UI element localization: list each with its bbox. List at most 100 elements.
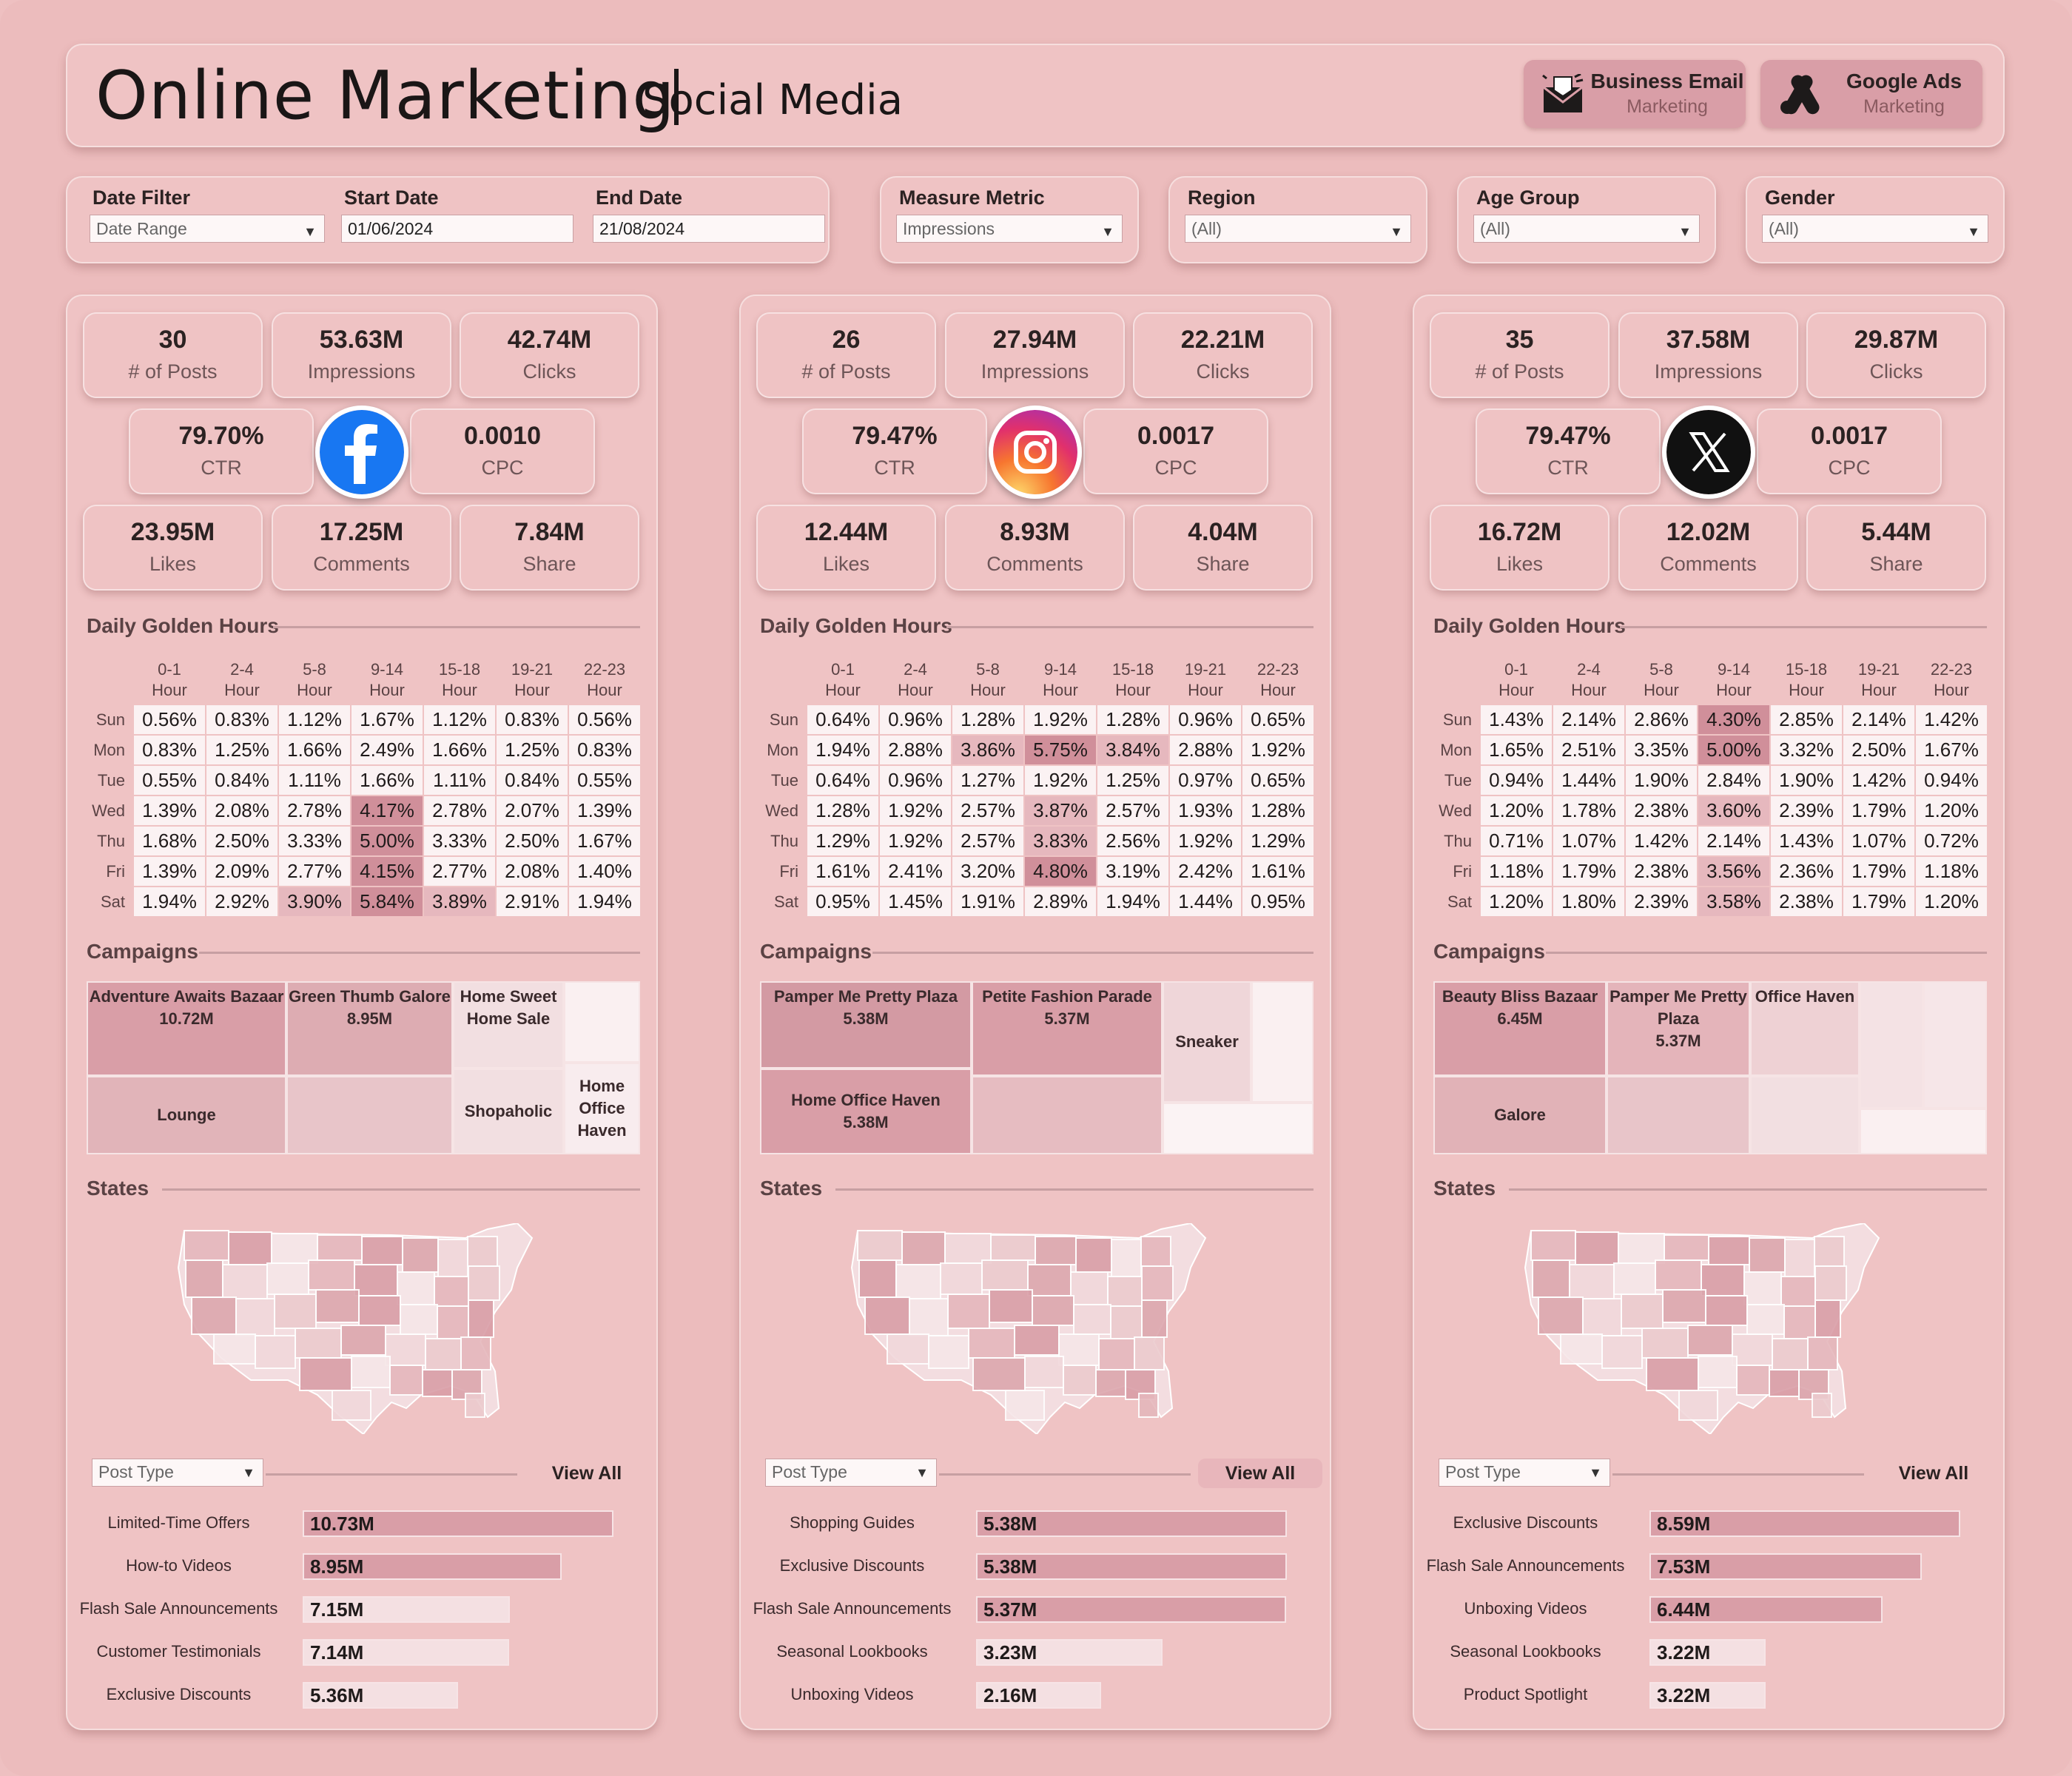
campaign-tile[interactable]: [972, 1076, 1163, 1154]
region-dropdown[interactable]: (All) ▼: [1185, 215, 1411, 243]
heatmap-cell[interactable]: 1.79%: [1553, 857, 1624, 886]
heatmap-cell[interactable]: 1.28%: [1097, 705, 1168, 734]
heatmap-cell[interactable]: 2.42%: [1170, 857, 1241, 886]
heatmap-cell[interactable]: 1.29%: [807, 827, 878, 855]
heatmap-cell[interactable]: 2.14%: [1843, 705, 1914, 734]
heatmap-cell[interactable]: 0.96%: [880, 705, 951, 734]
heatmap-cell[interactable]: 1.25%: [206, 736, 278, 764]
heatmap-cell[interactable]: 1.92%: [1025, 705, 1096, 734]
heatmap-cell[interactable]: 0.84%: [497, 766, 568, 795]
heatmap-cell[interactable]: 1.11%: [424, 766, 495, 795]
heatmap-cell[interactable]: 1.92%: [1025, 766, 1096, 795]
heatmap-cell[interactable]: 0.94%: [1481, 766, 1552, 795]
post-type-bar-row[interactable]: Exclusive Discounts 5.36M: [73, 1678, 650, 1711]
heatmap-cell[interactable]: 4.30%: [1698, 705, 1769, 734]
post-type-bar-row[interactable]: Limited-Time Offers 10.73M: [73, 1507, 650, 1539]
heatmap-cell[interactable]: 1.39%: [134, 857, 205, 886]
heatmap-cell[interactable]: 0.64%: [807, 705, 878, 734]
heatmap-cell[interactable]: 1.12%: [424, 705, 495, 734]
heatmap-cell[interactable]: 3.90%: [279, 887, 350, 916]
heatmap-cell[interactable]: 0.96%: [1170, 705, 1241, 734]
heatmap-cell[interactable]: 0.95%: [1242, 887, 1314, 916]
heatmap-cell[interactable]: 0.55%: [134, 766, 205, 795]
heatmap-cell[interactable]: 2.50%: [1843, 736, 1914, 764]
google-ads-marketing-button[interactable]: Google Ads Marketing: [1760, 60, 1982, 128]
heatmap-cell[interactable]: 1.07%: [1843, 827, 1914, 855]
heatmap-cell[interactable]: 1.20%: [1481, 887, 1552, 916]
heatmap-cell[interactable]: 3.33%: [279, 827, 350, 855]
heatmap-cell[interactable]: 2.38%: [1626, 796, 1697, 825]
heatmap-cell[interactable]: 5.75%: [1025, 736, 1096, 764]
heatmap-cell[interactable]: 1.20%: [1916, 887, 1987, 916]
campaign-tile[interactable]: [286, 1076, 453, 1154]
heatmap-cell[interactable]: 1.12%: [279, 705, 350, 734]
heatmap-cell[interactable]: 1.66%: [352, 766, 423, 795]
end-date-input[interactable]: 21/08/2024: [593, 215, 825, 243]
campaign-tile[interactable]: Home Office Haven 5.38M: [760, 1069, 972, 1154]
heatmap-cell[interactable]: 2.14%: [1553, 705, 1624, 734]
us-states-map[interactable]: [1516, 1222, 1908, 1436]
heatmap-cell[interactable]: 5.00%: [1698, 736, 1769, 764]
campaign-tile[interactable]: Lounge: [87, 1076, 286, 1154]
heatmap-cell[interactable]: 1.91%: [952, 887, 1023, 916]
heatmap-cell[interactable]: 1.18%: [1916, 857, 1987, 886]
campaign-tile[interactable]: Beauty Bliss Bazaar 6.45M: [1433, 981, 1607, 1076]
heatmap-cell[interactable]: 1.42%: [1916, 705, 1987, 734]
campaign-tile[interactable]: [1251, 981, 1314, 1103]
heatmap-cell[interactable]: 1.39%: [134, 796, 205, 825]
heatmap-cell[interactable]: 0.55%: [569, 766, 640, 795]
post-type-bar-row[interactable]: Flash Sale Announcements 7.15M: [73, 1592, 650, 1625]
post-type-bar-row[interactable]: Unboxing Videos 2.16M: [747, 1678, 1324, 1711]
post-type-bar-row[interactable]: Shopping Guides 5.38M: [747, 1507, 1324, 1539]
campaign-tile[interactable]: Home Office Haven: [564, 1063, 640, 1154]
campaign-tile[interactable]: [1923, 981, 1987, 1109]
heatmap-cell[interactable]: 1.29%: [1242, 827, 1314, 855]
heatmap-cell[interactable]: 1.44%: [1553, 766, 1624, 795]
campaign-tile[interactable]: Sneaker: [1163, 981, 1251, 1103]
heatmap-cell[interactable]: 1.28%: [1242, 796, 1314, 825]
heatmap-cell[interactable]: 1.11%: [279, 766, 350, 795]
heatmap-cell[interactable]: 5.00%: [352, 827, 423, 855]
heatmap-cell[interactable]: 2.51%: [1553, 736, 1624, 764]
heatmap-cell[interactable]: 1.94%: [807, 736, 878, 764]
campaign-tile[interactable]: Office Haven: [1750, 981, 1860, 1076]
heatmap-cell[interactable]: 1.67%: [1916, 736, 1987, 764]
heatmap-cell[interactable]: 1.20%: [1481, 796, 1552, 825]
heatmap-cell[interactable]: 1.79%: [1843, 857, 1914, 886]
heatmap-cell[interactable]: 3.58%: [1698, 887, 1769, 916]
heatmap-cell[interactable]: 1.80%: [1553, 887, 1624, 916]
post-type-dropdown[interactable]: Post Type ▼: [92, 1459, 263, 1487]
heatmap-cell[interactable]: 1.39%: [569, 796, 640, 825]
heatmap-cell[interactable]: 1.42%: [1843, 766, 1914, 795]
heatmap-cell[interactable]: 0.65%: [1242, 705, 1314, 734]
post-type-dropdown[interactable]: Post Type ▼: [1439, 1459, 1610, 1487]
heatmap-cell[interactable]: 1.25%: [497, 736, 568, 764]
heatmap-cell[interactable]: 2.07%: [497, 796, 568, 825]
view-all-button[interactable]: View All: [1198, 1459, 1322, 1488]
heatmap-cell[interactable]: 1.67%: [352, 705, 423, 734]
heatmap-cell[interactable]: 2.77%: [424, 857, 495, 886]
campaign-tile[interactable]: Home Sweet Home Sale: [453, 981, 564, 1069]
post-type-bar-row[interactable]: Flash Sale Announcements 5.37M: [747, 1592, 1324, 1625]
post-type-bar-row[interactable]: Customer Testimonials 7.14M: [73, 1635, 650, 1668]
heatmap-cell[interactable]: 2.08%: [497, 857, 568, 886]
heatmap-cell[interactable]: 2.78%: [279, 796, 350, 825]
heatmap-cell[interactable]: 5.84%: [352, 887, 423, 916]
heatmap-cell[interactable]: 2.56%: [1097, 827, 1168, 855]
heatmap-cell[interactable]: 1.78%: [1553, 796, 1624, 825]
heatmap-cell[interactable]: 2.49%: [352, 736, 423, 764]
campaign-tile[interactable]: [1860, 981, 1923, 1109]
post-type-bar-row[interactable]: Unboxing Videos 6.44M: [1420, 1592, 1997, 1625]
heatmap-cell[interactable]: 1.92%: [880, 827, 951, 855]
heatmap-cell[interactable]: 1.28%: [952, 705, 1023, 734]
heatmap-cell[interactable]: 2.57%: [1097, 796, 1168, 825]
heatmap-cell[interactable]: 1.61%: [1242, 857, 1314, 886]
campaign-tile[interactable]: [1163, 1103, 1314, 1154]
heatmap-cell[interactable]: 1.42%: [1626, 827, 1697, 855]
heatmap-cell[interactable]: 2.14%: [1698, 827, 1769, 855]
heatmap-cell[interactable]: 1.20%: [1916, 796, 1987, 825]
heatmap-cell[interactable]: 1.90%: [1771, 766, 1842, 795]
heatmap-cell[interactable]: 0.56%: [134, 705, 205, 734]
heatmap-cell[interactable]: 2.36%: [1771, 857, 1842, 886]
heatmap-cell[interactable]: 0.56%: [569, 705, 640, 734]
